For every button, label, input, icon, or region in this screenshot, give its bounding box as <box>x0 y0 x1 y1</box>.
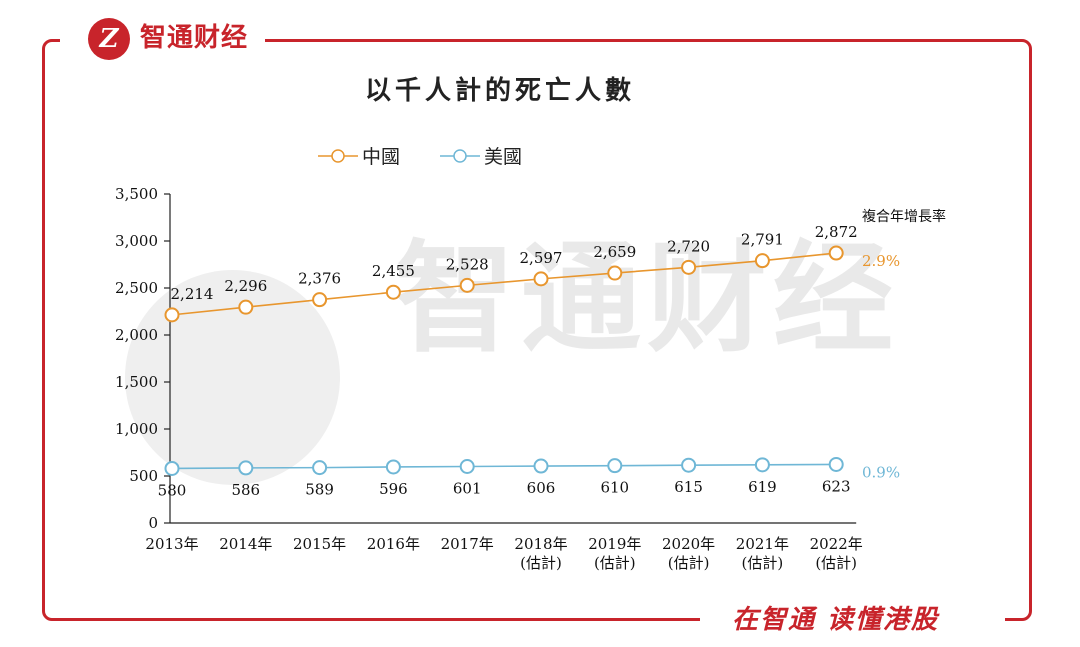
data-label: 596 <box>379 480 408 498</box>
data-label: 610 <box>600 479 629 497</box>
x-tick-label: 2020年 <box>662 535 715 553</box>
data-label: 2,791 <box>741 231 784 249</box>
cagr-value: 2.9% <box>862 252 900 270</box>
data-label: 586 <box>231 481 260 499</box>
brand-slogan: 在智通 读懂港股 <box>732 605 940 635</box>
data-label: 623 <box>822 477 851 495</box>
data-label: 2,376 <box>298 270 341 288</box>
x-tick-label: 2015年 <box>293 535 346 553</box>
data-point <box>754 457 770 473</box>
x-tick-label: 2019年 <box>588 535 641 553</box>
slogan-mask <box>700 600 1005 640</box>
legend-marker-china-icon <box>318 148 358 163</box>
data-point <box>754 253 770 269</box>
data-point <box>681 259 697 275</box>
x-tick-note: (估計) <box>668 554 710 572</box>
card-frame <box>42 39 1032 621</box>
chart-legend: 中國 美國 <box>318 142 522 169</box>
data-label: 601 <box>453 480 482 498</box>
data-point <box>533 458 549 474</box>
series-line-1 <box>171 463 837 470</box>
data-point <box>312 460 328 476</box>
data-point <box>607 265 623 281</box>
legend-marker-usa-icon <box>440 148 481 163</box>
legend-item-usa: 美國 <box>440 142 522 169</box>
x-tick-label: 2017年 <box>441 535 494 553</box>
data-point <box>164 307 180 323</box>
legend-label-usa: 美國 <box>484 146 523 168</box>
x-tick-label: 2018年 <box>514 535 567 553</box>
data-point <box>459 459 475 475</box>
y-tick-label: 3,500 <box>115 185 158 203</box>
cagr-value: 0.9% <box>862 463 900 481</box>
y-tick-label: 2,000 <box>115 326 158 344</box>
data-label: 580 <box>158 481 187 499</box>
watermark-logo-circle <box>125 270 340 485</box>
cagr-header: 複合年增長率 <box>862 209 946 225</box>
series-line-0 <box>171 252 837 316</box>
data-point <box>533 271 549 287</box>
data-point <box>238 460 254 476</box>
data-label: 606 <box>527 479 556 497</box>
data-point <box>385 459 401 475</box>
data-label: 2,597 <box>520 249 563 267</box>
data-label: 2,296 <box>224 277 267 295</box>
data-point <box>238 299 254 315</box>
brand-logo-icon: Z <box>88 18 130 60</box>
data-point <box>164 460 180 476</box>
data-label: 2,872 <box>815 223 858 241</box>
data-point <box>459 277 475 293</box>
data-label: 615 <box>674 478 703 496</box>
brand-name: 智通财经 <box>140 23 249 53</box>
y-tick-label: 0 <box>148 514 158 532</box>
data-point <box>385 284 401 300</box>
y-tick-label: 3,000 <box>115 232 158 250</box>
x-tick-note: (估計) <box>520 554 562 572</box>
x-tick-note: (估計) <box>742 554 784 572</box>
x-tick-label: 2013年 <box>145 535 198 553</box>
data-point <box>681 457 697 473</box>
data-point <box>828 456 844 472</box>
data-label: 2,528 <box>446 255 489 273</box>
watermark-text: 智通财经 <box>395 230 899 369</box>
x-tick-label: 2021年 <box>736 535 789 553</box>
legend-item-china: 中國 <box>318 142 400 169</box>
x-tick-note: (估計) <box>594 554 636 572</box>
x-tick-label: 2014年 <box>219 535 272 553</box>
x-tick-note: (估計) <box>815 554 857 572</box>
y-tick-label: 2,500 <box>115 279 158 297</box>
x-tick-label: 2016年 <box>367 535 420 553</box>
data-point <box>607 458 623 474</box>
y-tick-label: 500 <box>129 467 158 485</box>
y-tick-label: 1,500 <box>115 373 158 391</box>
data-label: 619 <box>748 478 777 496</box>
legend-label-china: 中國 <box>362 146 401 168</box>
data-label: 2,659 <box>593 243 636 261</box>
data-point <box>312 292 328 308</box>
data-label: 2,214 <box>171 285 214 303</box>
x-tick-label: 2022年 <box>810 535 863 553</box>
data-label: 2,720 <box>667 237 710 255</box>
y-tick-label: 1,000 <box>115 420 158 438</box>
data-label: 589 <box>305 481 334 499</box>
data-label: 2,455 <box>372 262 415 280</box>
chart-title: 以千人計的死亡人數 <box>364 76 635 106</box>
data-point <box>828 245 844 261</box>
